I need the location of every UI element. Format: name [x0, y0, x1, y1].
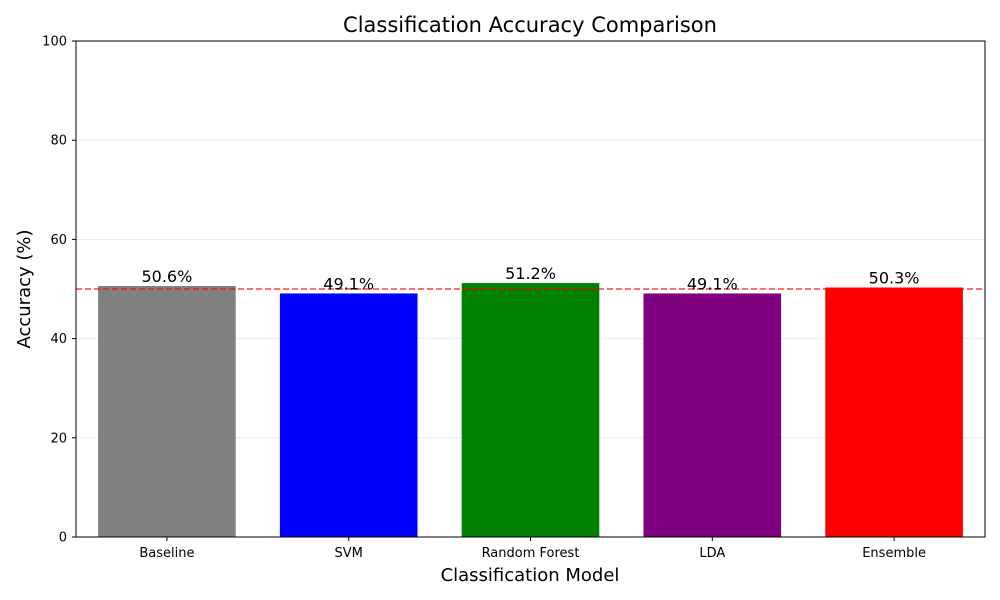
value-labels: 50.6% 49.1% 51.2% 49.1% 50.3% [141, 264, 919, 293]
y-tick-label: 80 [50, 134, 67, 149]
y-tick-label: 100 [42, 35, 67, 50]
y-tick-label: 60 [50, 233, 67, 248]
bar [461, 283, 600, 537]
bars [98, 283, 963, 537]
y-axis-title: Accuracy (%) [14, 229, 35, 348]
bar [98, 286, 236, 537]
x-tick-label: Random Forest [482, 546, 580, 561]
y-tick-label: 0 [59, 531, 67, 546]
x-axis-title: Classification Model [441, 565, 620, 586]
bar-value-label: 49.1% [323, 274, 374, 293]
axes: 0 20 40 60 80 100 Baseline SVM Random Forest LDA E… [42, 35, 986, 561]
chart-title: Classification Accuracy Comparison [343, 13, 717, 37]
x-tick-label: Baseline [139, 546, 194, 561]
bar [643, 293, 782, 537]
x-tick-label: SVM [335, 546, 363, 561]
bar [279, 293, 418, 537]
bar-value-label: 51.2% [505, 264, 556, 283]
x-tick-label: LDA [699, 546, 725, 561]
y-tick-label: 20 [50, 431, 67, 446]
bar-value-label: 50.3% [869, 269, 920, 288]
bar [825, 287, 963, 537]
bar-value-label: 49.1% [687, 274, 738, 293]
bar-value-label: 50.6% [141, 267, 192, 286]
x-tick-label: Ensemble [862, 546, 926, 561]
y-tick-label: 40 [50, 332, 67, 347]
